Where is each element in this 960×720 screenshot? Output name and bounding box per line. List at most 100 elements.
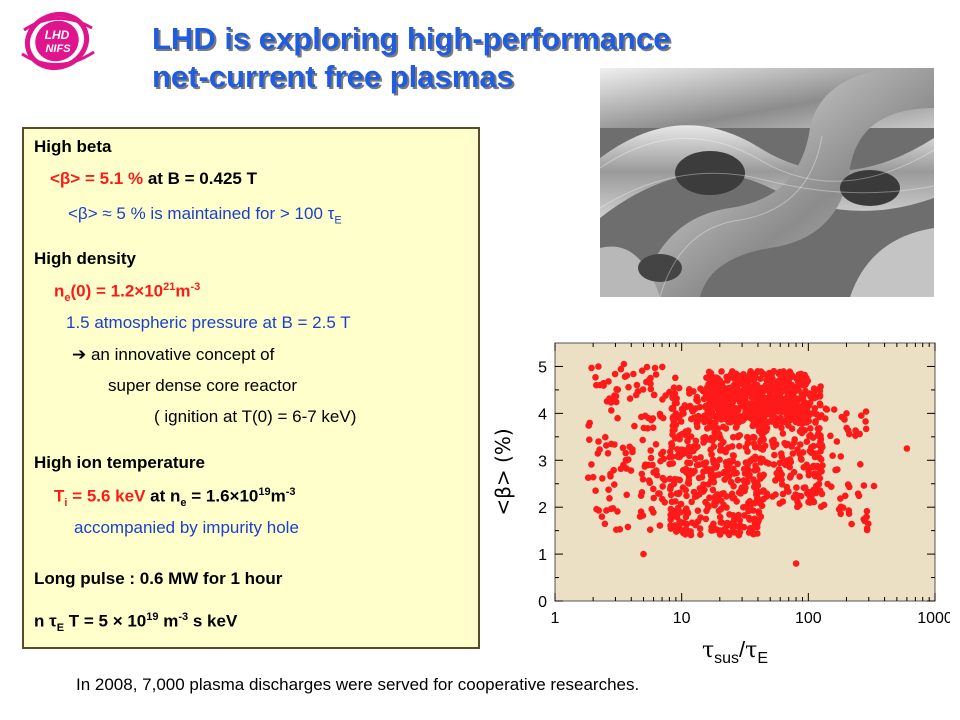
density-value: (0) = 1.2×10 bbox=[70, 281, 164, 301]
data-point bbox=[589, 473, 597, 481]
data-point bbox=[696, 525, 704, 532]
data-point bbox=[688, 498, 695, 506]
data-point bbox=[647, 447, 654, 454]
data-point bbox=[798, 456, 805, 463]
data-point bbox=[595, 363, 602, 370]
data-point bbox=[837, 495, 844, 502]
tau-symbol: τ bbox=[327, 204, 335, 223]
data-point bbox=[642, 461, 649, 468]
data-point bbox=[592, 374, 599, 381]
data-point bbox=[779, 490, 787, 498]
beta-field: at B = 0.425 T bbox=[143, 169, 257, 188]
data-point bbox=[731, 516, 738, 523]
title-line-1: LHD is exploring high-performance bbox=[152, 21, 671, 56]
data-point bbox=[705, 466, 712, 473]
data-point bbox=[630, 370, 637, 378]
data-point bbox=[797, 441, 804, 448]
data-point bbox=[824, 480, 831, 488]
data-point bbox=[742, 375, 749, 382]
data-point bbox=[727, 478, 735, 486]
data-point bbox=[603, 507, 610, 514]
data-point bbox=[834, 466, 841, 473]
lhd-vessel-photo bbox=[600, 68, 934, 297]
x-axis-label: τsus/τE bbox=[702, 637, 768, 667]
x-label-tau-1: τ bbox=[702, 638, 714, 663]
beta-maintained: ≈ 5 % is maintained for > 100 bbox=[97, 204, 328, 223]
data-point bbox=[770, 443, 777, 451]
data-point bbox=[706, 391, 714, 399]
data-point bbox=[807, 425, 814, 432]
logo-text-bottom: NIFS bbox=[45, 43, 71, 55]
data-point bbox=[621, 373, 629, 380]
data-point bbox=[811, 470, 818, 477]
data-point bbox=[668, 498, 676, 506]
data-point bbox=[735, 511, 742, 519]
data-point bbox=[669, 460, 677, 467]
data-point bbox=[647, 374, 654, 382]
data-point bbox=[709, 456, 717, 464]
data-point bbox=[656, 490, 663, 497]
data-point bbox=[586, 436, 593, 443]
data-point bbox=[603, 442, 610, 449]
data-point bbox=[667, 491, 675, 499]
data-point bbox=[746, 414, 753, 421]
data-point bbox=[856, 430, 863, 438]
data-point bbox=[705, 481, 712, 488]
data-point bbox=[745, 467, 752, 474]
data-point bbox=[816, 454, 823, 462]
data-point bbox=[693, 393, 701, 401]
data-point bbox=[778, 481, 786, 488]
data-point bbox=[763, 376, 770, 384]
data-point bbox=[599, 475, 606, 482]
data-point bbox=[789, 401, 796, 408]
data-point bbox=[668, 440, 675, 447]
x-label-tau-2: τ bbox=[745, 638, 757, 663]
data-point bbox=[650, 485, 657, 493]
concept-text-1: an innovative concept of bbox=[86, 345, 275, 364]
data-point bbox=[792, 418, 800, 426]
data-point bbox=[638, 470, 646, 478]
data-point bbox=[803, 438, 811, 445]
data-point bbox=[684, 437, 691, 445]
data-point bbox=[829, 452, 836, 459]
data-point bbox=[617, 465, 625, 473]
ion-ne-value: = 1.6×10 bbox=[186, 486, 259, 506]
data-point bbox=[704, 502, 712, 509]
data-point bbox=[805, 465, 812, 473]
data-point bbox=[679, 484, 687, 491]
data-point bbox=[812, 418, 819, 425]
data-point bbox=[650, 469, 657, 476]
data-point bbox=[815, 430, 822, 437]
data-point bbox=[669, 422, 677, 430]
triple-mid: T = 5 × 10 bbox=[64, 611, 147, 631]
data-point bbox=[729, 433, 737, 441]
data-point bbox=[711, 391, 719, 399]
data-point bbox=[586, 419, 593, 427]
data-point bbox=[605, 486, 612, 493]
data-point bbox=[614, 386, 622, 393]
data-point bbox=[647, 385, 655, 393]
data-point bbox=[819, 443, 826, 451]
data-point bbox=[692, 437, 700, 445]
x-label-slash: / bbox=[739, 637, 746, 662]
data-point bbox=[652, 441, 660, 448]
data-point bbox=[710, 520, 717, 528]
triple-m-exp: -3 bbox=[178, 611, 189, 623]
data-point bbox=[734, 460, 741, 468]
density-unit-exp: -3 bbox=[190, 281, 201, 293]
data-point bbox=[711, 472, 719, 479]
beta-heading: High beta bbox=[34, 137, 112, 156]
data-point bbox=[697, 531, 704, 538]
data-point bbox=[706, 419, 714, 426]
data-point bbox=[690, 447, 697, 455]
data-point bbox=[785, 422, 792, 429]
data-point bbox=[862, 425, 870, 433]
concept-line-1: ➔ an innovative concept of bbox=[72, 345, 274, 365]
data-point bbox=[678, 431, 685, 438]
data-point bbox=[755, 427, 763, 435]
data-point bbox=[659, 363, 666, 371]
data-point bbox=[656, 522, 664, 529]
data-point bbox=[745, 514, 753, 522]
data-point bbox=[710, 374, 717, 382]
data-point bbox=[778, 471, 785, 478]
